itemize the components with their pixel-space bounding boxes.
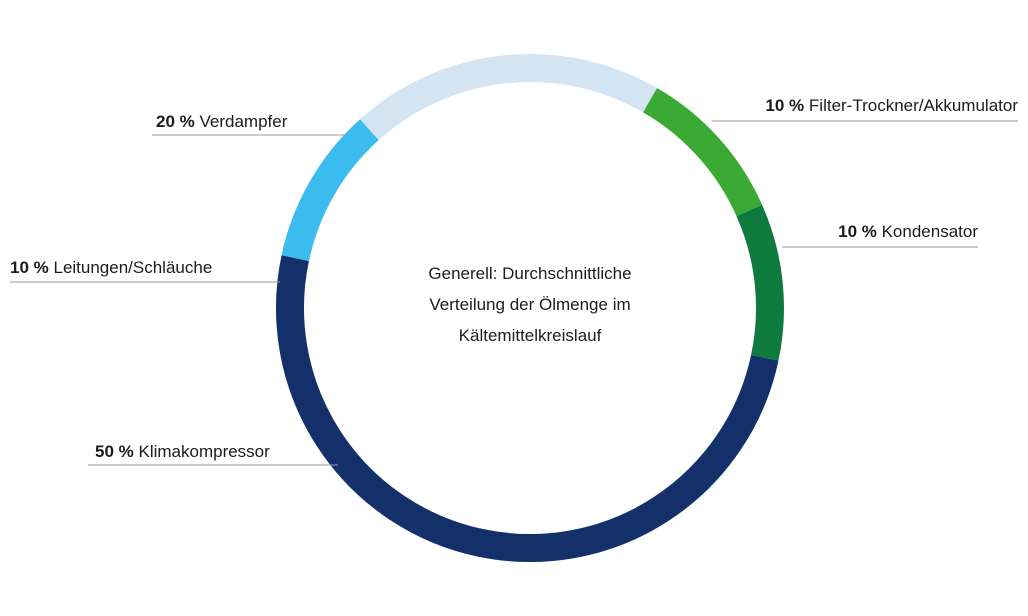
slice-label-filter-trockner: 10 % Filter-Trockner/Akkumulator xyxy=(765,96,1018,116)
slice-label-kondensator: 10 % Kondensator xyxy=(838,222,978,242)
center-caption-line-3: Kältemittelkreislauf xyxy=(458,326,602,345)
donut-slices xyxy=(276,54,784,562)
center-caption-line-1: Generell: Durchschnittliche xyxy=(428,264,632,283)
slice-name: Leitungen/Schläuche xyxy=(53,258,213,277)
slice-label-leitungen: 10 % Leitungen/Schläuche xyxy=(10,258,212,278)
donut-slice-kondensator xyxy=(736,204,784,361)
center-caption: Generell: Durchschnittliche Verteilung d… xyxy=(380,258,680,351)
slice-value: 10 % xyxy=(10,258,49,277)
leader-lines xyxy=(10,120,1018,466)
center-caption-line-2: Verteilung der Ölmenge im xyxy=(429,295,631,314)
slice-value: 10 % xyxy=(838,222,877,241)
slice-name: Verdampfer xyxy=(199,112,288,131)
slice-value: 20 % xyxy=(156,112,195,131)
slice-name: Filter-Trockner/Akkumulator xyxy=(808,96,1018,115)
donut-slice-filter-trockner-akkumulator xyxy=(642,88,763,217)
donut-slice-klimakompressor xyxy=(276,255,779,562)
slice-name: Klimakompressor xyxy=(138,442,270,461)
slice-value: 10 % xyxy=(765,96,805,115)
donut-slice-verdampfer xyxy=(360,54,657,141)
donut-slice-leitungen-schl-uche xyxy=(281,119,379,262)
slice-label-verdampfer: 20 % Verdampfer xyxy=(156,112,287,132)
slice-label-klimakompressor: 50 % Klimakompressor xyxy=(95,442,270,462)
slice-value: 50 % xyxy=(95,442,134,461)
slice-name: Kondensator xyxy=(881,222,978,241)
